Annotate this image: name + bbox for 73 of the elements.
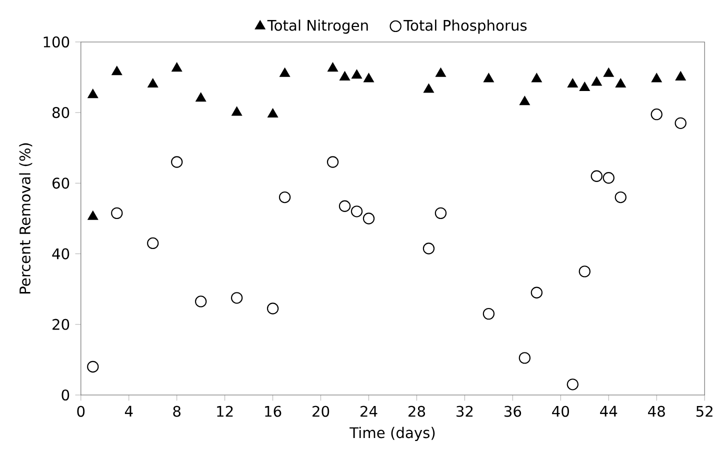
x-tick-label: 12 <box>217 406 233 417</box>
point <box>592 76 602 86</box>
point <box>674 117 686 129</box>
point <box>268 108 278 118</box>
x-tick-label: 52 <box>696 406 712 417</box>
point <box>436 68 446 77</box>
x-tick-label: 0 <box>77 406 85 417</box>
x-tick-label: 48 <box>648 406 665 417</box>
point <box>651 73 662 82</box>
point <box>362 212 375 224</box>
point <box>280 68 290 77</box>
point <box>171 156 183 168</box>
point <box>266 302 279 314</box>
point <box>148 78 158 88</box>
y-tick-label: 20 <box>52 318 70 330</box>
x-tick-label: 28 <box>408 406 426 417</box>
point <box>616 78 626 88</box>
x-tick-label: 24 <box>360 406 378 417</box>
x-axis-title: Time (days) <box>350 426 435 441</box>
point <box>568 78 578 88</box>
point <box>566 378 579 390</box>
y-tick-label: 80 <box>52 107 70 118</box>
point <box>111 207 123 220</box>
point <box>532 73 542 82</box>
point <box>350 206 363 218</box>
y-tick-label: 100 <box>44 36 70 48</box>
point <box>328 62 338 72</box>
y-tick-label: 0 <box>62 389 70 401</box>
point <box>112 66 122 76</box>
point <box>482 308 495 320</box>
point <box>196 92 206 102</box>
x-tick-label: 20 <box>312 406 330 417</box>
point <box>424 84 434 93</box>
point <box>520 96 530 106</box>
y-tick-label: 40 <box>52 248 70 260</box>
point <box>530 286 543 298</box>
point <box>88 210 98 220</box>
point <box>602 172 614 184</box>
x-tick-label: 36 <box>504 406 522 417</box>
x-tick-label: 16 <box>265 406 282 417</box>
point <box>278 191 291 204</box>
x-tick-label: 4 <box>124 406 133 416</box>
point <box>194 296 207 308</box>
legend-label: Total Nitrogen <box>267 20 368 34</box>
point <box>87 360 99 373</box>
point <box>422 242 435 254</box>
point <box>434 207 447 220</box>
point <box>88 89 98 98</box>
point <box>604 68 614 77</box>
point <box>232 106 242 116</box>
point <box>484 73 494 82</box>
point <box>590 170 602 182</box>
point <box>578 266 591 278</box>
point <box>675 71 686 80</box>
point <box>338 200 351 212</box>
point <box>326 156 339 168</box>
point <box>364 73 374 82</box>
point <box>147 237 159 250</box>
x-tick-label: 8 <box>173 406 180 417</box>
point <box>614 191 626 204</box>
point <box>518 352 531 364</box>
x-tick-label: 40 <box>552 406 569 417</box>
y-axis-title: Percent Removal (%) <box>19 143 32 294</box>
point <box>172 62 182 72</box>
point <box>650 108 662 120</box>
x-tick-label: 44 <box>600 406 618 416</box>
x-tick-label: 32 <box>456 406 473 417</box>
point <box>580 82 590 92</box>
point <box>352 70 362 79</box>
point <box>230 292 243 304</box>
point <box>340 71 350 80</box>
y-tick-label: 60 <box>52 178 70 189</box>
legend-label: Total Phosphorus <box>404 20 527 34</box>
